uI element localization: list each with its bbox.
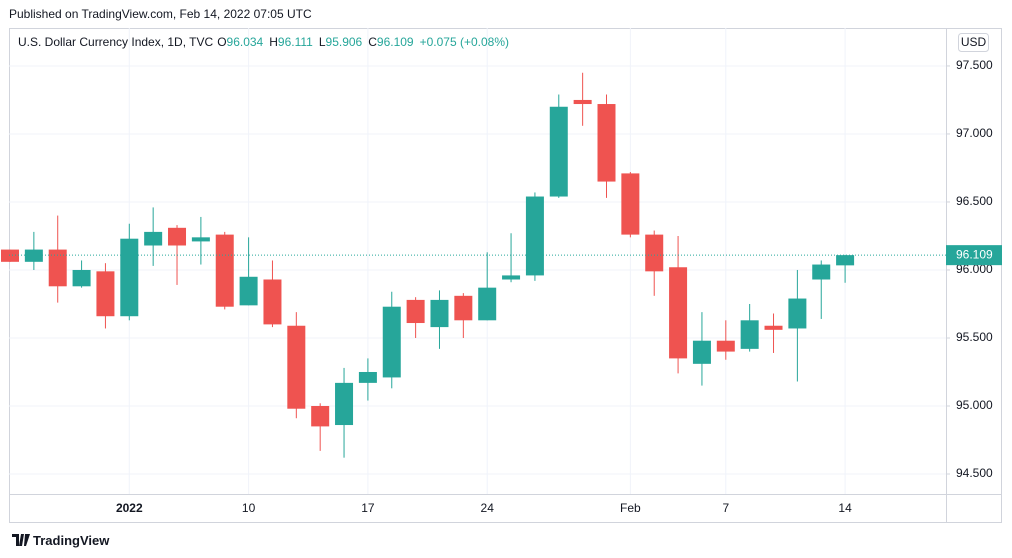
axes: 94.500 95.000 95.500 96.000 96.500 97.000 97.5… (116, 58, 1002, 515)
candle-body (836, 255, 855, 266)
candle-body (1, 249, 19, 262)
last-price-label: 96.109 (956, 247, 993, 261)
candle-body (287, 325, 306, 409)
chart-frame (9, 28, 1002, 523)
candle-body (621, 173, 640, 235)
candles (1, 72, 946, 458)
y-tick-label: 95.500 (956, 330, 993, 344)
published-note: Published on TradingView.com, Feb 14, 20… (9, 7, 312, 21)
x-tick-label: Feb (620, 501, 641, 515)
candle-body (692, 340, 711, 364)
candle-body (239, 276, 258, 306)
y-tick-label: 96.000 (956, 262, 993, 276)
close-value: 96.109 (376, 35, 414, 49)
y-tick-label: 97.500 (956, 58, 993, 72)
candle-body (191, 237, 210, 242)
candle-body (716, 340, 735, 352)
candle-body (597, 104, 616, 182)
candle-body (24, 249, 43, 262)
candle-body (406, 299, 425, 324)
ohlc-letter: L (318, 35, 326, 49)
high-value: 96.111 (277, 35, 313, 49)
candle-body (96, 271, 115, 317)
grid (9, 28, 946, 494)
candle-body (454, 295, 473, 321)
candle-body (215, 234, 234, 307)
open-value: 96.034 (226, 35, 264, 49)
currency-badge[interactable] (958, 33, 989, 52)
low-value: 95.906 (325, 35, 363, 49)
legend-header: U.S. Dollar Currency Index, 1D, TVC O 96.… (18, 35, 515, 49)
candle-body (573, 99, 592, 105)
ohlc-letter: O (217, 35, 227, 49)
candle-body (812, 264, 831, 280)
y-tick-label: 95.000 (956, 398, 993, 412)
candle-body (525, 196, 544, 276)
candle-body (740, 320, 759, 349)
candle-body (144, 231, 163, 246)
last-price-badge (946, 245, 1002, 266)
y-tick-label: 96.500 (956, 194, 993, 208)
candle-body (358, 371, 377, 383)
x-tick-label: 10 (242, 501, 256, 515)
brand-logo (12, 534, 30, 546)
currency-label: USD (961, 35, 987, 49)
candle-body (549, 106, 568, 197)
x-tick-label: 24 (481, 501, 495, 515)
brand-name: TradingView (33, 533, 110, 548)
y-tick-label: 94.500 (956, 466, 993, 480)
candle-body (430, 299, 449, 328)
symbol-title: U.S. Dollar Currency Index, 1D, TVC (18, 35, 214, 49)
change-value: +0.075 (+0.08%) (419, 35, 509, 49)
candle-body (72, 269, 91, 287)
candle-body (669, 267, 688, 359)
ohlc-letter: H (269, 35, 278, 49)
candle-body (335, 382, 354, 426)
candle-body (502, 275, 521, 280)
y-tick-label: 97.000 (956, 126, 993, 140)
candle-body (764, 325, 783, 330)
x-tick-label: 17 (361, 501, 375, 515)
candle-body (478, 287, 497, 321)
x-tick-label: 14 (838, 501, 852, 515)
candle-body (382, 306, 401, 378)
candle-body (788, 298, 807, 329)
ohlc-letter: C (368, 35, 377, 49)
candle-body (168, 227, 187, 246)
candle-body (311, 405, 330, 427)
candle-body (645, 234, 664, 272)
candle-body (263, 279, 282, 325)
x-tick-label: 7 (722, 501, 729, 515)
x-tick-label: 2022 (116, 501, 143, 515)
candle-body (120, 238, 139, 317)
candle-body (48, 249, 67, 287)
